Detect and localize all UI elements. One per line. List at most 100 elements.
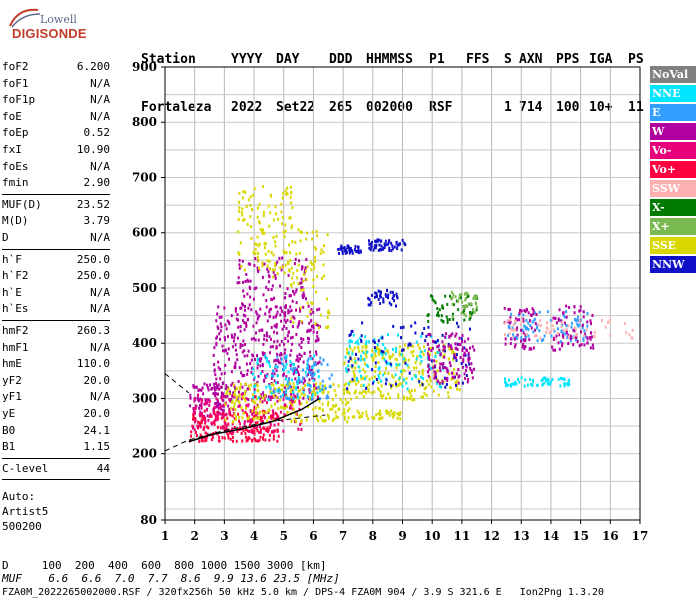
echo-point-e	[316, 369, 319, 373]
echo-point-sse	[371, 376, 374, 380]
echo-point-e	[286, 382, 289, 386]
echo-point-vo	[245, 435, 247, 439]
echo-point-sse	[256, 388, 259, 392]
echo-point-nne	[312, 379, 315, 383]
echo-point-vo	[262, 436, 264, 440]
echo-point-sse	[260, 229, 263, 233]
echo-point-w	[308, 329, 311, 333]
echo-point-sse	[321, 402, 324, 406]
echo-point-x	[437, 311, 439, 315]
echo-point-w	[246, 292, 249, 296]
echo-point-w	[451, 375, 454, 379]
echo-point-w	[523, 347, 526, 351]
echo-point-w	[551, 345, 554, 349]
echo-point-sse	[318, 326, 320, 330]
echo-point-w	[279, 284, 282, 288]
echo-point-sse	[421, 370, 424, 374]
echo-point-vo	[244, 410, 247, 414]
echo-point-sse	[395, 358, 398, 362]
echo-point-nnw	[391, 290, 394, 294]
echo-point-w	[295, 358, 298, 362]
echo-point-w	[298, 353, 301, 356]
echo-point-vo	[204, 439, 207, 443]
echo-point-nnw	[410, 324, 413, 328]
echo-point-w	[284, 337, 287, 340]
echo-point-sse	[271, 383, 273, 387]
echo-point-sse	[406, 396, 409, 400]
echo-point-w	[291, 335, 294, 339]
echo-point-sse	[354, 389, 357, 393]
echo-point-nne	[388, 362, 391, 366]
echo-point-w	[264, 374, 267, 378]
echo-point-w	[462, 357, 465, 361]
echo-point-sse	[244, 190, 247, 194]
echo-point-w	[214, 394, 217, 398]
echo-point-sse	[311, 230, 314, 234]
echo-point-w	[573, 329, 576, 333]
echo-point-nnw	[351, 364, 354, 368]
echo-point-w	[215, 382, 217, 385]
echo-point-sse	[373, 352, 376, 356]
echo-point-sse	[373, 390, 376, 394]
echo-point-nnw	[464, 363, 467, 367]
echo-point-sse	[242, 395, 245, 399]
echo-point-w	[243, 328, 246, 332]
echo-point-nne	[313, 354, 315, 358]
echo-point-vo	[298, 407, 301, 411]
echo-point-w	[562, 311, 564, 315]
echo-point-nne	[356, 377, 358, 380]
echo-point-w	[469, 346, 471, 350]
echo-point-vo	[228, 408, 231, 411]
echo-point-sse	[299, 388, 302, 392]
echo-point-nnw	[351, 249, 354, 253]
echo-point-w	[275, 346, 278, 350]
echo-point-w	[447, 344, 450, 348]
echo-point-w	[534, 322, 537, 326]
echo-point-sse	[407, 358, 410, 362]
echo-point-w	[290, 349, 293, 353]
echo-point-e	[324, 387, 327, 390]
echo-point-vo	[273, 423, 276, 427]
echo-point-sse	[321, 408, 324, 412]
echo-point-nnw	[398, 243, 401, 247]
echo-point-sse	[238, 200, 240, 204]
echo-point-w	[565, 315, 568, 319]
echo-point-sse	[258, 416, 261, 420]
echo-point-nne	[295, 370, 298, 374]
echo-point-w	[451, 332, 454, 336]
echo-point-sse	[251, 399, 254, 403]
echo-point-vo	[257, 430, 260, 434]
echo-point-ssw	[585, 328, 588, 332]
echo-point-w	[465, 365, 468, 369]
echo-point-nnw	[463, 346, 466, 350]
echo-point-nnw	[400, 248, 403, 252]
echo-point-nne	[284, 365, 287, 369]
echo-point-e	[280, 357, 283, 361]
echo-point-vo	[248, 436, 251, 440]
echo-point-vo	[282, 397, 285, 401]
echo-point-sse	[343, 392, 346, 395]
echo-point-nne	[438, 384, 441, 388]
echo-point-sse	[293, 417, 296, 421]
echo-point-w	[441, 380, 444, 384]
echo-point-x	[452, 293, 455, 297]
echo-point-nne	[365, 342, 368, 346]
echo-point-ssw	[525, 333, 528, 336]
echo-point-vo	[247, 403, 250, 407]
echo-point-e	[577, 324, 580, 328]
echo-point-nnw	[377, 289, 380, 293]
echo-point-w	[292, 392, 295, 396]
echo-point-w	[448, 335, 451, 339]
echo-point-e	[512, 333, 515, 337]
x-tick-label: 14	[543, 529, 560, 543]
echo-point-nnw	[388, 239, 391, 243]
echo-point-nnw	[347, 368, 350, 372]
echo-point-x	[475, 302, 478, 306]
echo-point-w	[284, 314, 287, 318]
echo-point-vo	[270, 414, 272, 418]
echo-point-sse	[377, 351, 380, 355]
echo-point-sse	[303, 393, 306, 397]
echo-point-sse	[266, 264, 269, 268]
echo-point-w	[189, 396, 192, 400]
echo-point-w	[453, 375, 456, 379]
